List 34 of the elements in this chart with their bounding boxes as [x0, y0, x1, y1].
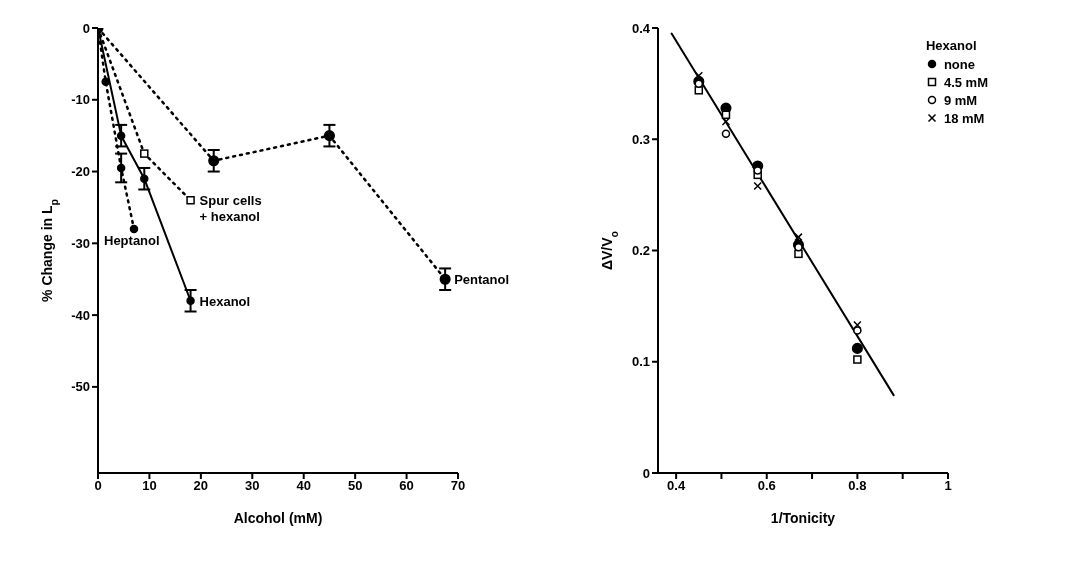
x-tick-label: 50 — [347, 478, 363, 494]
x-tick-label: 0.6 — [757, 478, 776, 494]
series-label: Spur cells + hexanol — [199, 193, 262, 225]
y-tick-label: -50 — [71, 379, 90, 395]
y-tick-label: 0 — [642, 465, 650, 481]
y-tick-label: 0.4 — [631, 20, 651, 36]
series-label: Pentanol — [454, 272, 510, 288]
y-tick-label: 0.2 — [631, 243, 650, 259]
legend-label: 18 mM — [943, 110, 985, 126]
legend-label: none — [943, 56, 975, 72]
x-tick-label: 60 — [399, 478, 414, 494]
x-tick-label: 10 — [142, 478, 157, 494]
x-tick-label: 0.4 — [667, 478, 686, 494]
x-tick-label: 1 — [944, 478, 952, 494]
legend-label: 4.5 mM — [943, 74, 988, 90]
y-tick-label: -10 — [71, 92, 90, 108]
x-tick-label: 0 — [94, 478, 102, 494]
y-tick-label: -30 — [71, 235, 90, 251]
legend-title: Hexanol — [925, 38, 978, 53]
x-axis-title: 1/Tonicity — [770, 510, 836, 526]
y-tick-label: -40 — [71, 307, 90, 323]
x-tick-label: 0.8 — [848, 478, 867, 494]
y-tick-label: -20 — [71, 164, 90, 180]
y-tick-label: 0.1 — [631, 354, 650, 370]
x-tick-label: 20 — [193, 478, 209, 494]
x-tick-label: 30 — [245, 478, 260, 494]
x-tick-label: 40 — [296, 478, 311, 494]
series-label: Hexanol — [199, 293, 251, 309]
y-tick-label: 0 — [82, 20, 90, 36]
series-label: Heptanol — [104, 232, 160, 248]
x-tick-label: 70 — [450, 478, 466, 494]
legend-label: 9 mM — [943, 92, 978, 108]
y-tick-label: 0.3 — [631, 131, 650, 147]
x-axis-title: Alcohol (mM) — [233, 510, 323, 526]
